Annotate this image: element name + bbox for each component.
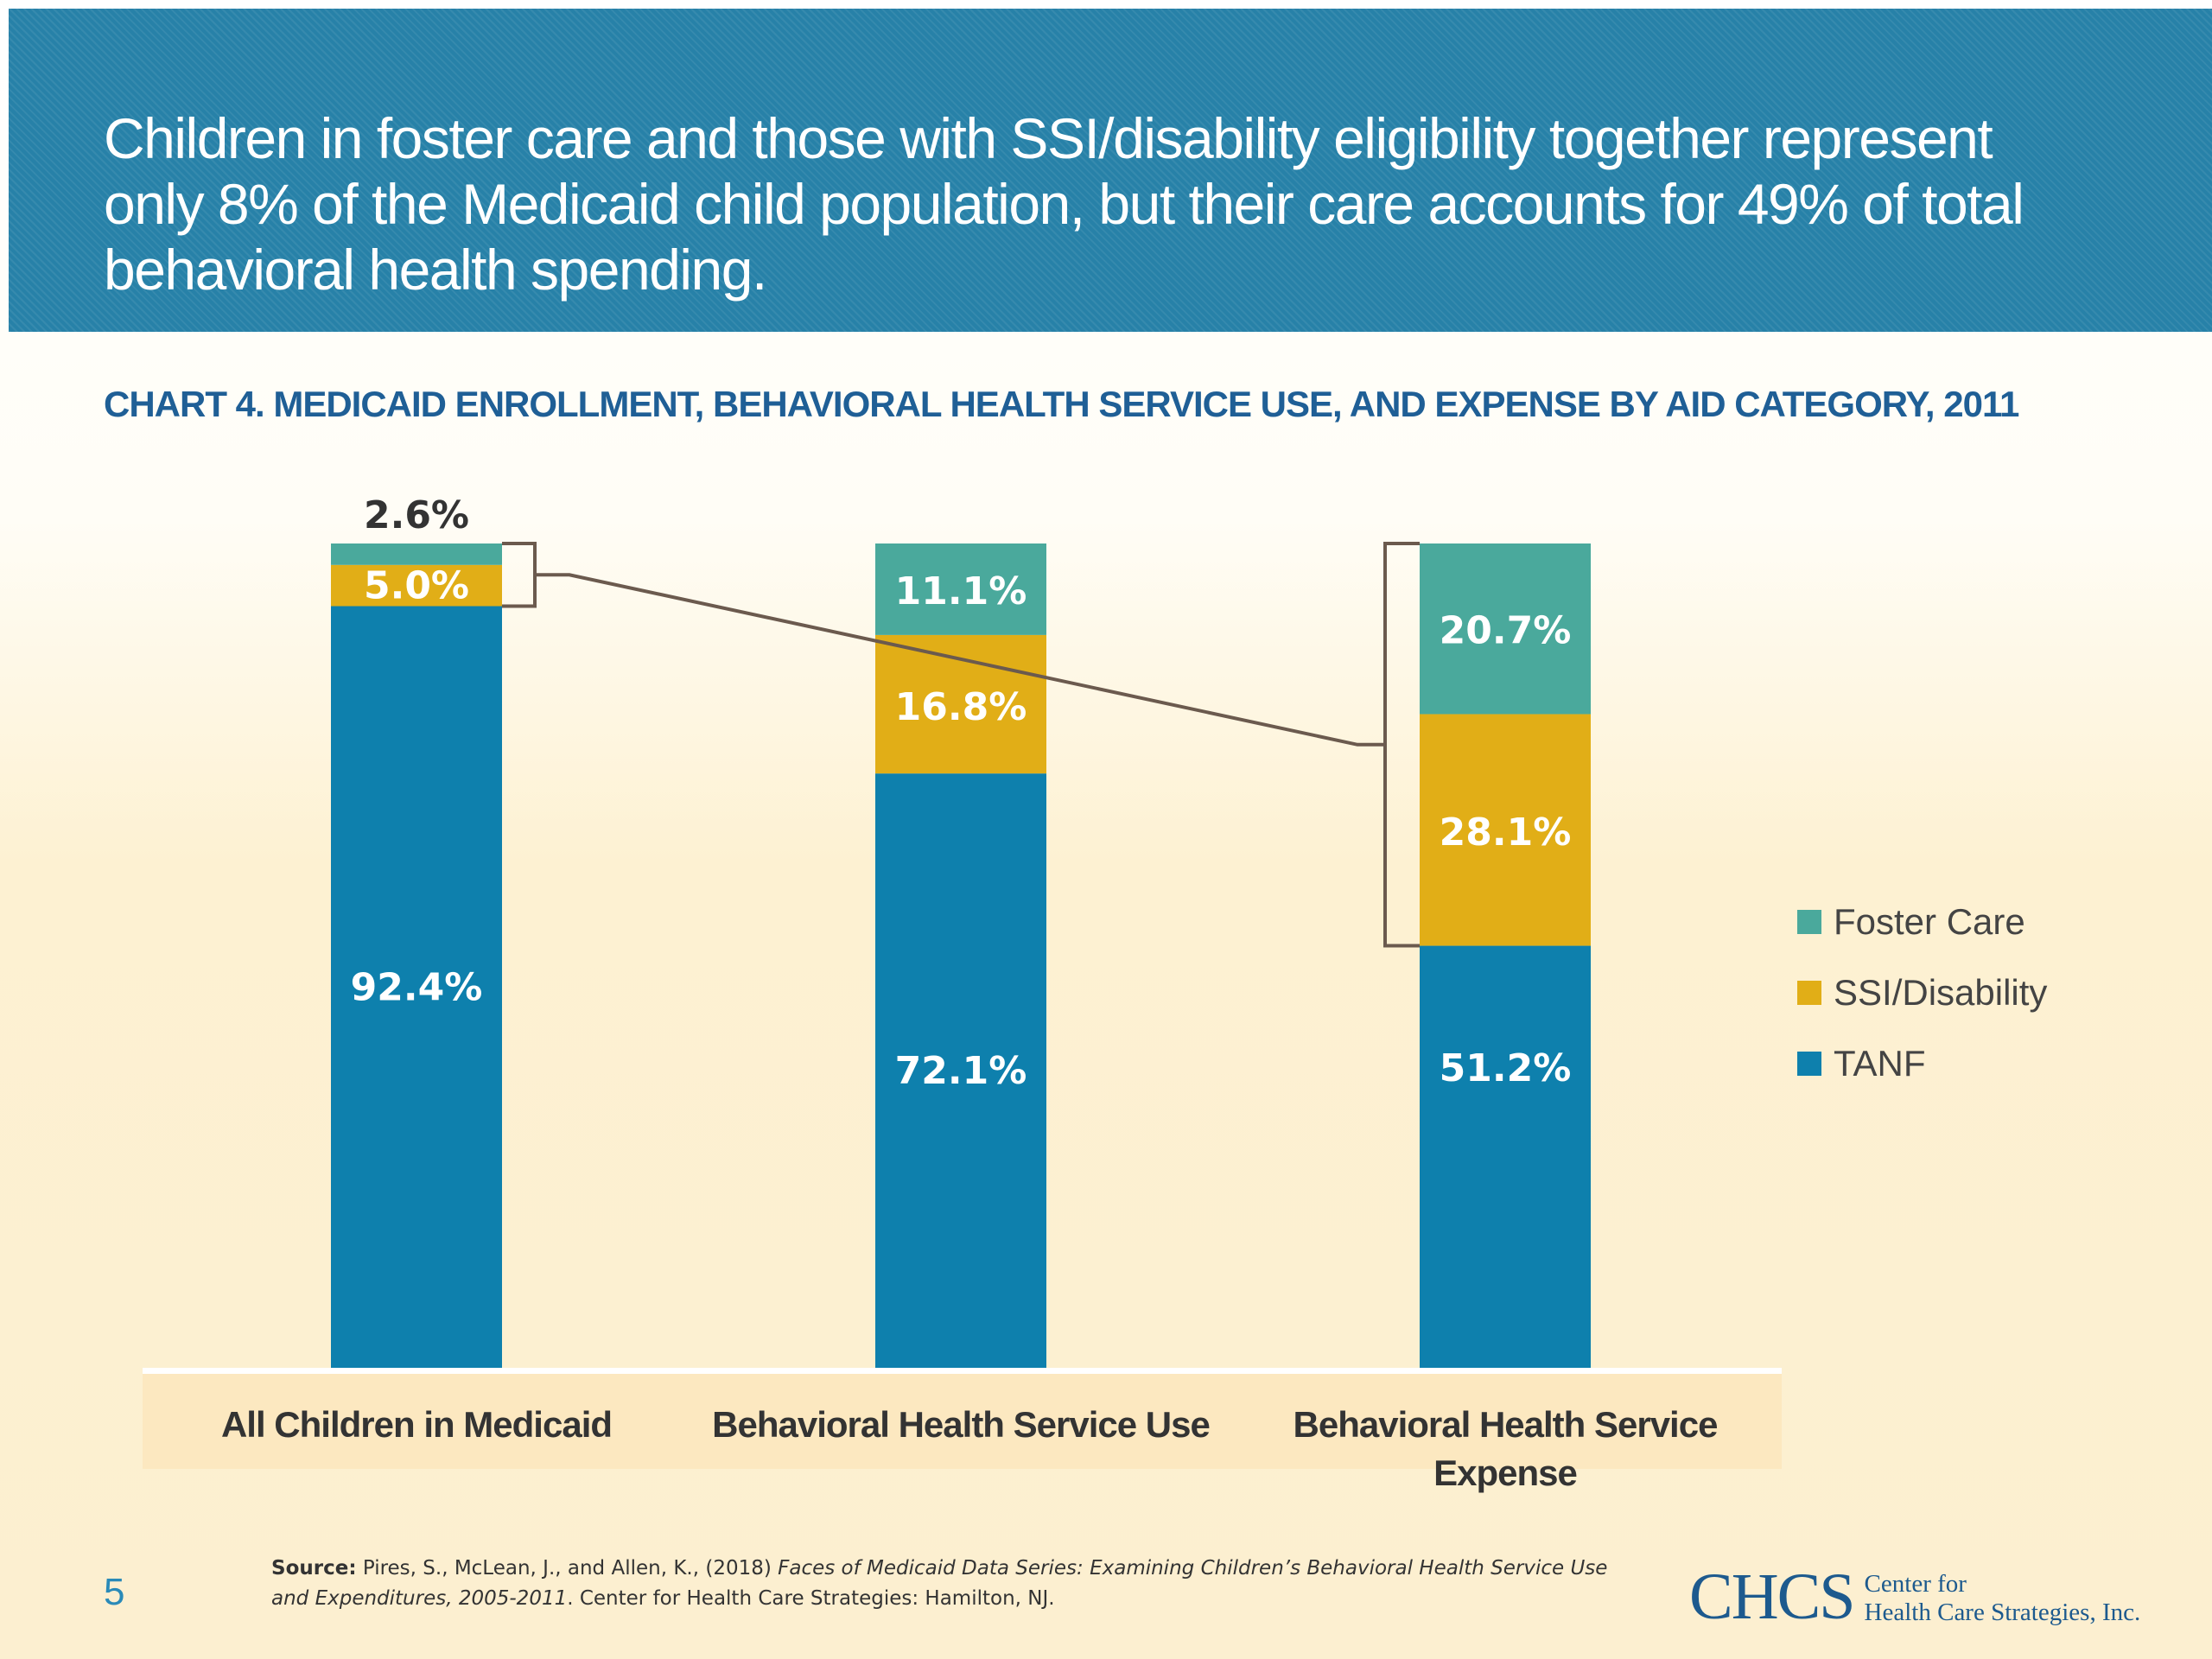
bar-1-tanf <box>331 606 502 1368</box>
x-axis-line <box>143 1368 1782 1374</box>
legend-item-tanf: TANF <box>1797 1028 2047 1099</box>
legend-item-foster-care: Foster Care <box>1797 887 2047 957</box>
headline-line-1: Children in foster care and those with S… <box>104 106 1993 170</box>
value-label-3-ssi-disability: 28.1% <box>1440 810 1572 855</box>
bar-2-tanf <box>875 773 1046 1368</box>
legend-label-tanf: TANF <box>1834 1043 1926 1084</box>
value-label-2-tanf: 72.1% <box>895 1049 1027 1093</box>
bracket-expense <box>1383 542 1420 948</box>
value-label-3-tanf: 51.2% <box>1440 1046 1572 1090</box>
legend-label-foster-care: Foster Care <box>1834 901 2025 942</box>
logo-text: Center for Health Care Strategies, Inc. <box>1865 1570 2141 1627</box>
legend-swatch-ssi-disability <box>1797 981 1821 1005</box>
bracket-enrollment <box>502 542 537 608</box>
header-banner: Children in foster care and those with S… <box>9 9 2212 332</box>
bar-3-foster-care <box>1420 543 1591 715</box>
chcs-logo: CHCS Center for Health Care Strategies, … <box>1689 1562 2140 1631</box>
bar-3-tanf <box>1420 945 1591 1368</box>
source-title: Faces of Medicaid Data Series: Examining… <box>271 1557 1608 1610</box>
bar-3-ssi-disability <box>1420 714 1591 946</box>
headline-line-3: behavioral health spending. <box>104 238 767 302</box>
value-label-1-foster-care: 2.6% <box>364 493 469 537</box>
logo-line-2: Health Care Strategies, Inc. <box>1864 1599 2141 1626</box>
value-label-2-ssi-disability: 16.8% <box>895 685 1027 729</box>
logo-mark: CHCS <box>1689 1560 1856 1633</box>
chart-title: CHART 4. MEDICAID ENROLLMENT, BEHAVIORAL… <box>104 384 2019 424</box>
legend-item-ssi-disability: SSI/Disability <box>1797 957 2047 1028</box>
category-label-3-line-2: Expense <box>1433 1452 1577 1493</box>
bar-1-foster-care <box>331 543 502 565</box>
logo-line-1: Center for <box>1864 1570 1967 1598</box>
category-band <box>143 1374 1782 1469</box>
source-authors: Pires, S., McLean, J., and Allen, K., (2… <box>356 1557 779 1580</box>
page-number: 5 <box>104 1571 125 1613</box>
value-label-2-foster-care: 11.1% <box>895 569 1027 613</box>
headline: Children in foster care and those with S… <box>104 105 2160 302</box>
value-label-1-tanf: 92.4% <box>351 965 483 1009</box>
source-label: Source: <box>271 1557 357 1580</box>
source-citation: Source: Pires, S., McLean, J., and Allen… <box>271 1554 1637 1614</box>
connector-line <box>535 573 1385 747</box>
headline-line-2: only 8% of the Medicaid child population… <box>104 172 2024 236</box>
legend-swatch-tanf <box>1797 1052 1821 1076</box>
category-label-2: Behavioral Health Service Use <box>712 1404 1210 1445</box>
legend-label-ssi-disability: SSI/Disability <box>1834 972 2048 1013</box>
value-label-1-ssi-disability: 5.0% <box>364 564 469 608</box>
category-label-1: All Children in Medicaid <box>221 1404 612 1445</box>
bar-1-ssi-disability <box>331 564 502 607</box>
chart-legend: Foster Care SSI/Disability TANF <box>1797 887 2047 1099</box>
legend-swatch-foster-care <box>1797 910 1821 934</box>
bar-2-foster-care <box>875 543 1046 635</box>
value-label-3-foster-care: 20.7% <box>1440 609 1572 653</box>
category-label-3-line-1: Behavioral Health Service <box>1294 1404 1718 1445</box>
source-publisher: . Center for Health Care Strategies: Ham… <box>567 1587 1055 1610</box>
